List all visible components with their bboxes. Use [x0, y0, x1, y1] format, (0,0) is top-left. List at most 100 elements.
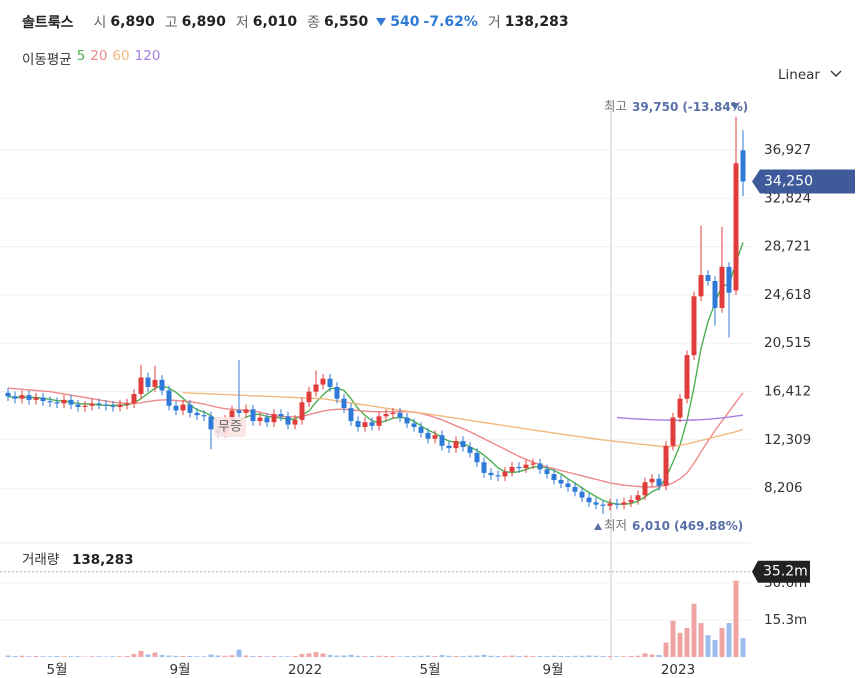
candle-body — [502, 471, 508, 477]
ma-line — [182, 392, 744, 448]
quote-label: 종 — [307, 15, 320, 31]
volume-bar — [614, 656, 620, 657]
volume-bar — [649, 654, 655, 657]
volume-bar — [89, 656, 95, 657]
volume-bar — [180, 656, 186, 657]
volume-bar — [691, 603, 697, 657]
candle-body — [47, 401, 53, 403]
candle-body — [495, 475, 501, 477]
candle-body — [285, 416, 291, 425]
candle-body — [250, 409, 256, 422]
change: 540 — [390, 14, 420, 30]
volume-bar — [131, 654, 137, 657]
volume-bar — [467, 655, 473, 657]
candle-body — [292, 419, 298, 425]
candle-body — [432, 435, 438, 439]
candle-body — [278, 414, 284, 417]
volume-cursor-label: 35.2m — [763, 564, 808, 580]
volume-bar — [173, 655, 179, 657]
scale-mode-label[interactable]: Linear — [778, 67, 820, 83]
event-annotation: 무증 — [218, 420, 242, 435]
volume-bar — [47, 656, 53, 657]
candle-body — [12, 396, 18, 399]
down-arrow — [376, 18, 387, 26]
volume-bar — [166, 655, 172, 657]
x-tick-label: 5월 — [419, 662, 440, 678]
candle-body — [446, 445, 452, 449]
candle-body — [726, 266, 732, 293]
candle-body — [96, 403, 102, 405]
candle-body — [362, 422, 368, 427]
candle-body — [418, 426, 424, 433]
candle-body — [327, 378, 333, 387]
volume-bar — [418, 655, 424, 657]
x-tick-label: 9월 — [542, 662, 563, 678]
candle-body — [698, 275, 704, 297]
x-tick-label: 2022 — [288, 662, 322, 678]
volume-bar — [544, 656, 550, 657]
volume-bar — [222, 655, 228, 657]
volume-bar — [26, 656, 32, 657]
low-marker — [594, 523, 602, 530]
volume-bar — [404, 656, 410, 657]
volume-bar — [201, 656, 207, 657]
candle-body — [397, 412, 403, 418]
volume-bar — [362, 656, 368, 657]
y-tick-label: 28,721 — [764, 239, 811, 255]
candle-body — [383, 414, 389, 417]
stock-name: 솔트룩스 — [22, 15, 74, 31]
candle-body — [586, 497, 592, 503]
candle-body — [40, 397, 46, 402]
candle-body — [509, 466, 515, 472]
high-label: 최고 — [604, 99, 627, 114]
volume-bar — [278, 656, 284, 657]
candle-body — [705, 275, 711, 281]
volume-label: 거 — [487, 15, 501, 31]
volume-bar — [642, 653, 648, 657]
volume-bar — [551, 655, 557, 657]
volume-bar — [12, 656, 18, 657]
y-tick-label: 32,824 — [764, 190, 811, 206]
volume-bar — [292, 656, 298, 657]
candle-body — [180, 404, 186, 411]
volume-bar — [579, 655, 585, 657]
volume-bar — [572, 655, 578, 657]
volume-title-bg — [18, 550, 130, 570]
candle-body — [481, 462, 487, 473]
candle-body — [110, 405, 116, 407]
candle-body — [166, 390, 172, 406]
change-pct: -7.62% — [423, 14, 478, 30]
quote-label: 고 — [164, 15, 178, 31]
volume-bar — [586, 655, 592, 657]
volume-bar — [40, 656, 46, 657]
quote-value: 6,550 — [323, 14, 369, 30]
volume-bar — [523, 655, 529, 657]
candle-body — [54, 402, 60, 404]
low-label: 최저 — [604, 518, 627, 533]
y-tick-label: 8,206 — [764, 480, 803, 496]
candle-body — [33, 397, 39, 400]
candle-body — [523, 464, 529, 469]
scale-mode[interactable]: Linear — [778, 67, 842, 83]
x-tick-label: 5월 — [46, 662, 67, 678]
candle-body — [453, 441, 459, 449]
volume-bar — [348, 654, 354, 657]
candle-body — [187, 404, 193, 413]
volume-bar — [530, 656, 536, 657]
volume-bar — [187, 656, 193, 657]
volume-value: 138,283 — [504, 14, 569, 30]
high-marker — [731, 103, 739, 110]
low-value: 6,010 (469.88%) — [632, 519, 743, 533]
quote-header: 솔트룩스 시 6,890 고 6,890 저 6,010 종 6,550 540 -7.… — [22, 12, 569, 32]
volume-title: 거래량 — [22, 552, 59, 568]
volume-bar — [446, 655, 452, 657]
candle-body — [320, 378, 326, 385]
ma-legend-item: 5 — [76, 48, 86, 64]
ma-legend-item: 120 — [134, 48, 161, 64]
volume-bar — [740, 638, 746, 657]
candle-body — [152, 379, 158, 387]
volume-bar — [383, 656, 389, 657]
candle-body — [551, 474, 557, 480]
volume-last: 138,283 — [72, 552, 134, 568]
volume-bar — [271, 656, 277, 657]
